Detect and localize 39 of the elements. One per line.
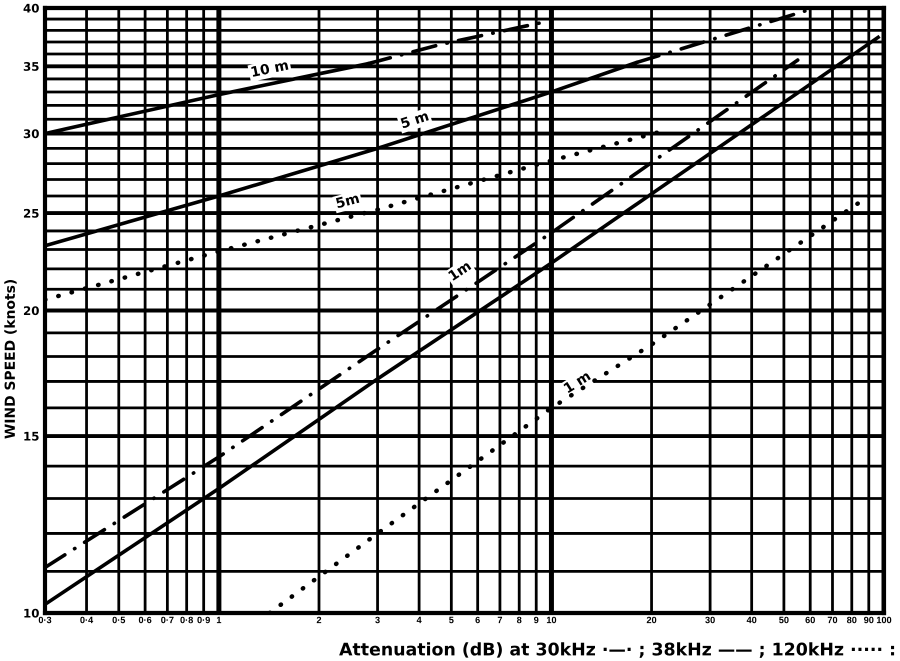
annotation: 10 m xyxy=(251,59,288,77)
x-tick-label: 0·5 xyxy=(112,616,126,624)
x-tick-label: 50 xyxy=(779,616,789,624)
x-tick-label: 70 xyxy=(828,616,838,624)
x-tick-label: 40 xyxy=(746,616,756,624)
annotation: 1 m xyxy=(563,370,591,394)
x-tick-label: 2 xyxy=(316,616,322,624)
x-tick-label: 80 xyxy=(846,616,856,624)
x-tick-label: 0·7 xyxy=(161,616,174,624)
x-tick-label: 20 xyxy=(646,616,656,624)
x-tick-label: 60 xyxy=(805,616,815,624)
x-tick-label: 5 xyxy=(449,616,454,624)
y-tick-label: 30 xyxy=(24,129,39,138)
x-tick-label: 90 xyxy=(864,616,874,624)
y-tick-label: 35 xyxy=(24,62,39,71)
x-tick-label: 4 xyxy=(416,616,422,624)
x-tick-label: 100 xyxy=(876,616,892,624)
x-tick-label: 0·3 xyxy=(38,616,52,624)
annotation: 5m xyxy=(336,192,360,208)
x-tick-label: 7 xyxy=(498,616,502,624)
y-tick-label: 20 xyxy=(24,306,39,316)
x-tick-label: 0·6 xyxy=(138,616,152,624)
x-tick-label: 1 xyxy=(216,616,222,624)
x-tick-label: 0·9 xyxy=(197,616,210,624)
x-tick-label: 6 xyxy=(475,616,480,624)
x-tick-label: 10 xyxy=(546,616,556,624)
x-tick-label: 8 xyxy=(516,616,522,624)
y-tick-label: 40 xyxy=(24,4,39,13)
x-tick-label: 9 xyxy=(534,616,538,624)
x-tick-label: 3 xyxy=(375,616,380,624)
y-tick-label: 15 xyxy=(24,432,39,441)
x-tick-label: 30 xyxy=(705,616,715,624)
x-axis-title: Attenuation (dB) at 30kHz ·—· ; 38kHz —— ; 120kHz ····· : xyxy=(339,642,894,658)
y-tick-label: 25 xyxy=(24,208,39,218)
annotation: 1m xyxy=(448,260,472,281)
x-tick-label: 0·8 xyxy=(180,616,194,624)
y-axis-title: WIND SPEED (knots) xyxy=(4,280,17,439)
annotation: 5 m xyxy=(400,110,429,129)
x-tick-label: 0·4 xyxy=(80,616,94,624)
